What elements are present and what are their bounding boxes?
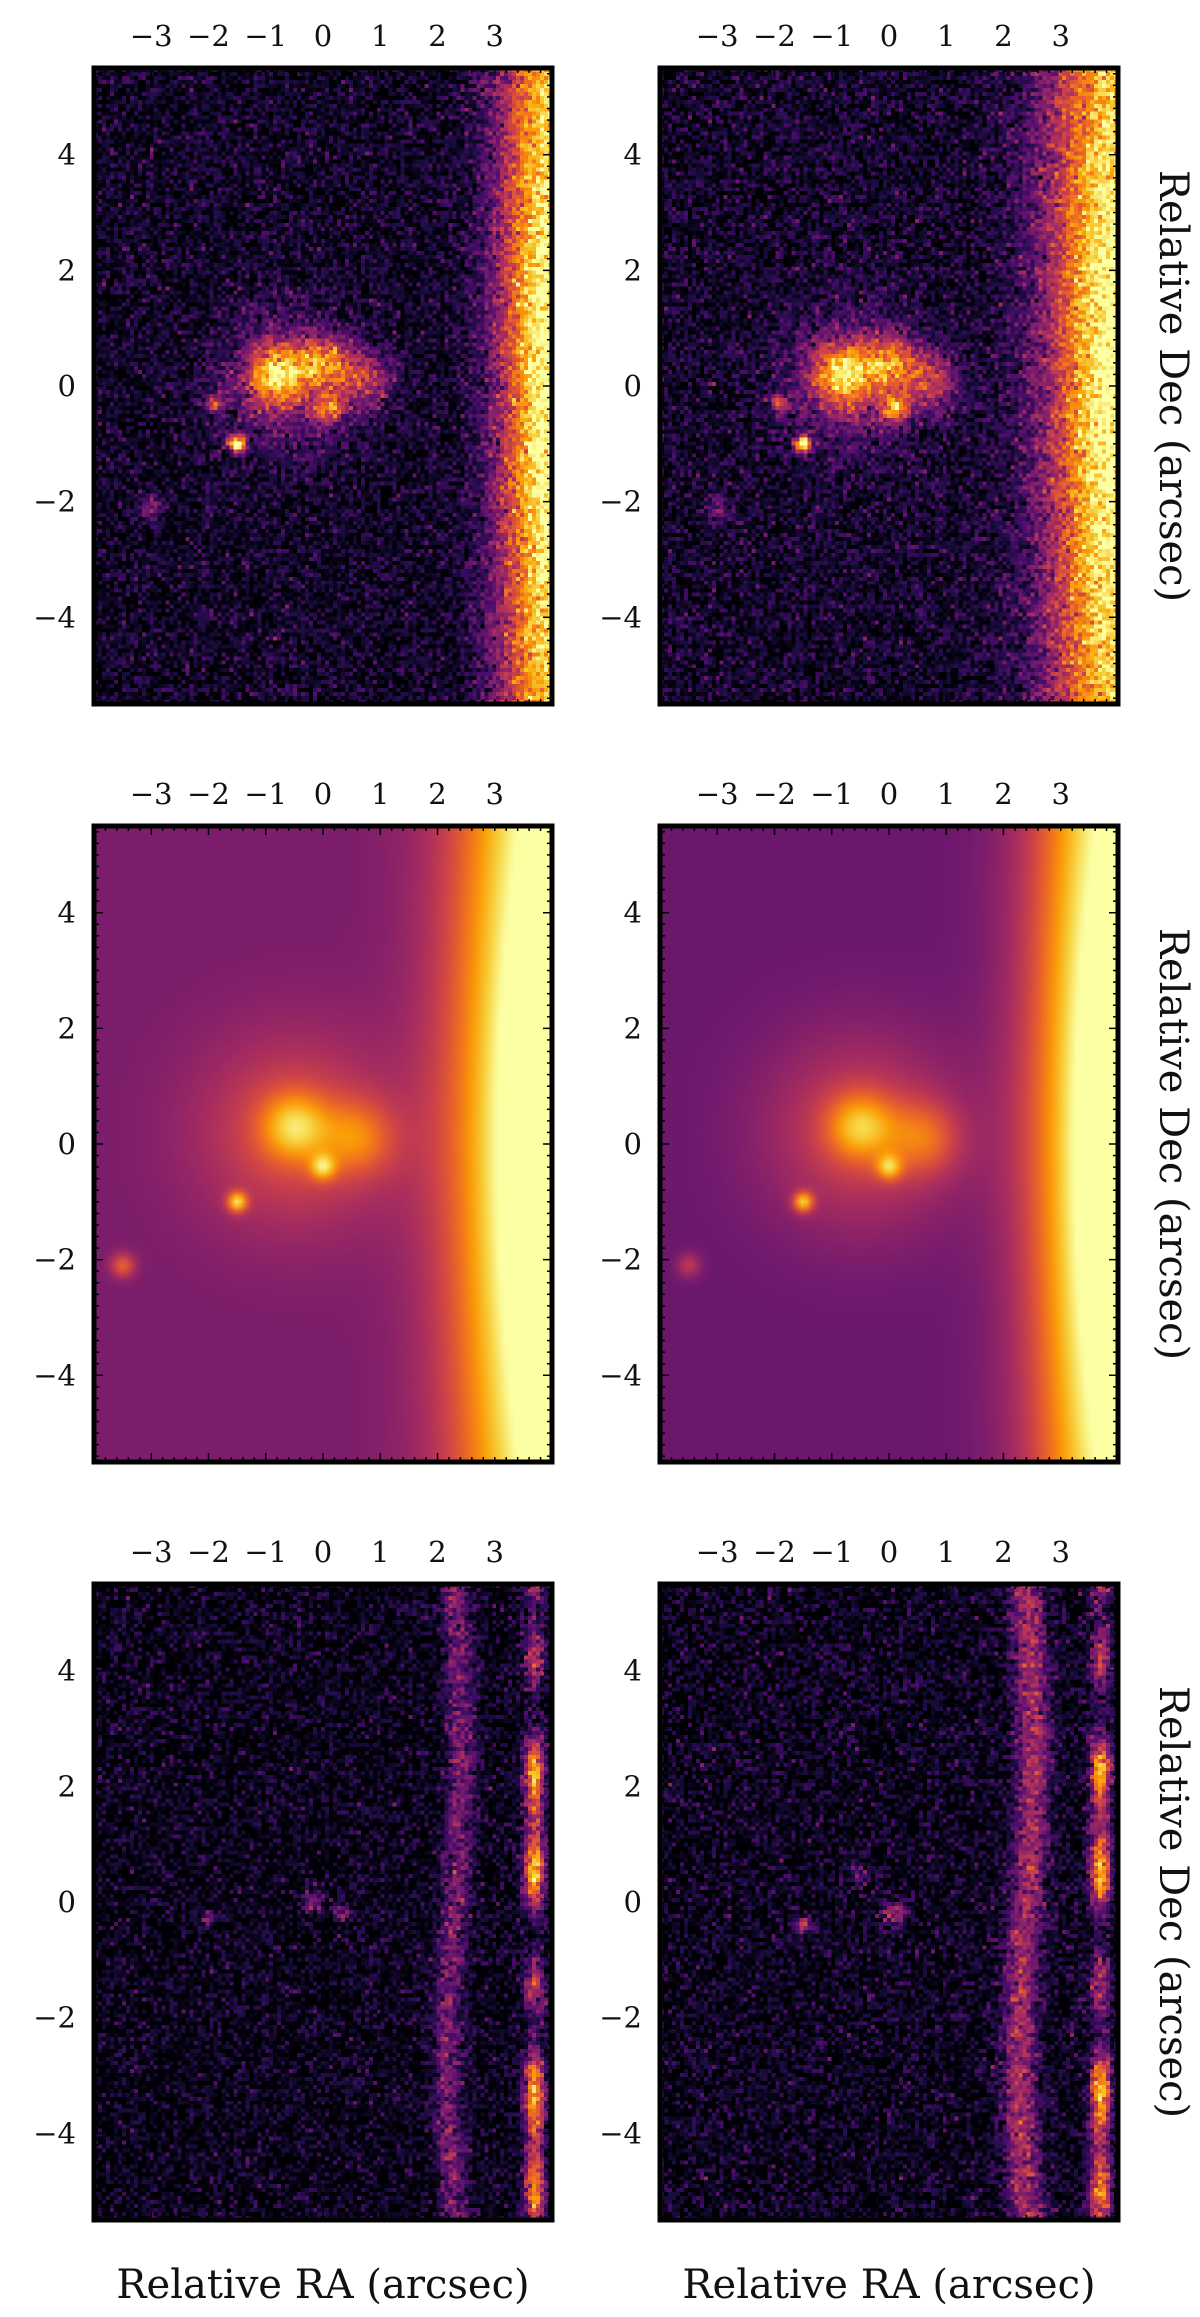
panel-frame xyxy=(91,65,555,707)
x-axis-title: Relative RA (arcsec) xyxy=(682,2262,1095,2308)
x-tick-label: 2 xyxy=(428,1535,446,1569)
x-tick-label: −2 xyxy=(187,19,230,53)
x-tick-label: −2 xyxy=(753,1535,796,1569)
heatmap-image xyxy=(94,826,552,1462)
x-tick-label: 3 xyxy=(1052,1535,1070,1569)
y-tick-label: −4 xyxy=(33,600,76,634)
y-tick-label: −4 xyxy=(33,1358,76,1392)
x-tick-label: 1 xyxy=(937,1535,955,1569)
y-tick-label: 0 xyxy=(58,369,76,403)
y-tick-label: 4 xyxy=(624,138,642,172)
x-tick-label: 2 xyxy=(994,777,1012,811)
x-tick-label: 1 xyxy=(371,1535,389,1569)
x-tick-label: 2 xyxy=(994,19,1012,53)
x-tick-label: 0 xyxy=(314,777,332,811)
x-tick-label: 2 xyxy=(994,1535,1012,1569)
x-tick-label: 1 xyxy=(937,19,955,53)
x-axis-title: Relative RA (arcsec) xyxy=(116,2262,529,2308)
panel-residual-2-0: −3 −2 −1 0 1 2 3 4 2 0 −2 −4 Relative RA (arcsec) xyxy=(33,1535,555,2308)
x-tick-label: 3 xyxy=(1052,19,1070,53)
y-tick-label: 2 xyxy=(624,1769,642,1803)
x-tick-label: −2 xyxy=(753,777,796,811)
x-tick-label: −3 xyxy=(696,19,739,53)
panel-frame xyxy=(91,1581,555,2223)
y-axis-title: Relative Dec (arcsec) xyxy=(1150,170,1196,602)
y-axis-title: Relative Dec (arcsec) xyxy=(1150,1686,1196,2118)
panel-observed-0-0: −3 −2 −1 0 1 2 3 4 2 0 −2 −4 xyxy=(33,19,555,707)
y-tick-label: −2 xyxy=(33,2001,76,2035)
y-tick-label: −4 xyxy=(599,600,642,634)
panel-frame xyxy=(91,823,555,1465)
x-tick-label: 0 xyxy=(314,1535,332,1569)
y-tick-label: 2 xyxy=(624,1011,642,1045)
x-tick-label: −1 xyxy=(244,1535,287,1569)
x-tick-label: −2 xyxy=(187,1535,230,1569)
panel-frame xyxy=(657,65,1121,707)
x-tick-label: 3 xyxy=(1052,777,1070,811)
y-tick-label: −2 xyxy=(33,1243,76,1277)
x-tick-label: −3 xyxy=(130,777,173,811)
y-tick-label: 2 xyxy=(624,253,642,287)
x-tick-label: 2 xyxy=(428,19,446,53)
x-tick-label: −2 xyxy=(753,19,796,53)
y-tick-label: 0 xyxy=(624,1127,642,1161)
x-tick-label: 2 xyxy=(428,777,446,811)
y-tick-label: 4 xyxy=(58,138,76,172)
y-tick-label: 2 xyxy=(58,253,76,287)
y-tick-label: 4 xyxy=(624,896,642,930)
x-tick-label: 3 xyxy=(486,19,504,53)
x-tick-label: −1 xyxy=(244,19,287,53)
x-tick-label: −1 xyxy=(810,1535,853,1569)
y-axis-title: Relative Dec (arcsec) xyxy=(1150,928,1196,1360)
x-tick-label: 3 xyxy=(486,1535,504,1569)
x-tick-label: 0 xyxy=(880,1535,898,1569)
x-tick-label: −3 xyxy=(696,1535,739,1569)
x-tick-label: −3 xyxy=(130,1535,173,1569)
y-tick-label: 2 xyxy=(58,1011,76,1045)
x-tick-label: −2 xyxy=(187,777,230,811)
x-tick-label: −1 xyxy=(810,19,853,53)
heatmap-image xyxy=(660,826,1118,1462)
y-tick-label: −2 xyxy=(599,1243,642,1277)
heatmap-image xyxy=(660,1584,1118,2220)
x-tick-label: 0 xyxy=(880,19,898,53)
x-tick-label: −1 xyxy=(244,777,287,811)
x-tick-label: 1 xyxy=(371,777,389,811)
y-tick-label: 0 xyxy=(624,369,642,403)
y-tick-label: −4 xyxy=(599,1358,642,1392)
x-tick-label: −1 xyxy=(810,777,853,811)
y-tick-label: −2 xyxy=(599,2001,642,2035)
x-tick-label: −3 xyxy=(696,777,739,811)
panel-frame xyxy=(657,1581,1121,2223)
y-tick-label: 2 xyxy=(58,1769,76,1803)
y-tick-label: 0 xyxy=(58,1885,76,1919)
y-tick-label: 0 xyxy=(624,1885,642,1919)
panel-frame xyxy=(657,823,1121,1465)
x-tick-label: 0 xyxy=(314,19,332,53)
heatmap-image xyxy=(660,68,1118,704)
y-tick-label: 4 xyxy=(58,1654,76,1688)
heatmap-image xyxy=(94,68,552,704)
x-tick-label: 1 xyxy=(937,777,955,811)
panel-observed-0-1: −3 −2 −1 0 1 2 3 4 2 0 −2 −4 Relative Dec (arcsec) xyxy=(599,19,1196,707)
panel-residual-2-1: −3 −2 −1 0 1 2 3 4 2 0 −2 −4 Relative Dec (arcsec) Re… xyxy=(599,1535,1196,2308)
y-tick-label: 4 xyxy=(624,1654,642,1688)
x-tick-label: −3 xyxy=(130,19,173,53)
heatmap-image xyxy=(94,1584,552,2220)
x-tick-label: 1 xyxy=(371,19,389,53)
y-tick-label: −4 xyxy=(33,2116,76,2150)
y-tick-label: 4 xyxy=(58,896,76,930)
panel-model-1-1: −3 −2 −1 0 1 2 3 4 2 0 −2 −4 Relative Dec (arcsec) xyxy=(599,777,1196,1465)
y-tick-label: 0 xyxy=(58,1127,76,1161)
y-tick-label: −2 xyxy=(599,485,642,519)
x-tick-label: 0 xyxy=(880,777,898,811)
x-tick-label: 3 xyxy=(486,777,504,811)
panel-model-1-0: −3 −2 −1 0 1 2 3 4 2 0 −2 −4 xyxy=(33,777,555,1465)
y-tick-label: −2 xyxy=(33,485,76,519)
y-tick-label: −4 xyxy=(599,2116,642,2150)
